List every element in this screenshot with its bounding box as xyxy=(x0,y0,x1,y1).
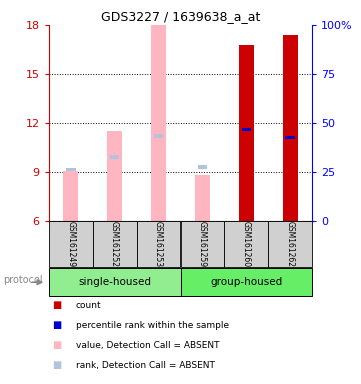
Text: group-housed: group-housed xyxy=(210,277,283,287)
Bar xyxy=(154,134,164,138)
Bar xyxy=(110,156,119,159)
Bar xyxy=(239,45,254,221)
Bar xyxy=(66,167,75,171)
Text: GSM161253: GSM161253 xyxy=(154,221,163,267)
Bar xyxy=(242,127,251,131)
Bar xyxy=(286,136,295,139)
Bar xyxy=(180,268,312,296)
Text: single-housed: single-housed xyxy=(78,277,151,287)
Bar xyxy=(49,268,180,296)
Text: value, Detection Call = ABSENT: value, Detection Call = ABSENT xyxy=(76,341,219,350)
Bar xyxy=(63,171,78,221)
Bar xyxy=(136,221,180,267)
Text: GDS3227 / 1639638_a_at: GDS3227 / 1639638_a_at xyxy=(101,10,260,23)
Bar xyxy=(197,165,207,169)
Text: ■: ■ xyxy=(52,360,62,370)
Text: count: count xyxy=(76,301,101,310)
Text: protocol: protocol xyxy=(4,275,43,285)
Text: GSM161262: GSM161262 xyxy=(286,221,295,267)
Text: ■: ■ xyxy=(52,300,62,310)
Bar xyxy=(195,175,210,221)
Text: GSM161252: GSM161252 xyxy=(110,221,119,267)
Text: GSM161249: GSM161249 xyxy=(66,221,75,267)
Text: rank, Detection Call = ABSENT: rank, Detection Call = ABSENT xyxy=(76,361,215,370)
Text: percentile rank within the sample: percentile rank within the sample xyxy=(76,321,229,330)
Bar xyxy=(225,221,268,267)
Bar xyxy=(151,25,166,221)
Bar xyxy=(268,221,312,267)
Bar xyxy=(107,131,122,221)
Bar xyxy=(49,221,93,267)
Bar xyxy=(93,221,136,267)
Text: GSM161260: GSM161260 xyxy=(242,221,251,267)
Bar xyxy=(283,35,298,221)
Text: ■: ■ xyxy=(52,320,62,330)
Bar xyxy=(180,221,225,267)
Text: ■: ■ xyxy=(52,340,62,350)
Text: GSM161259: GSM161259 xyxy=(198,221,207,267)
